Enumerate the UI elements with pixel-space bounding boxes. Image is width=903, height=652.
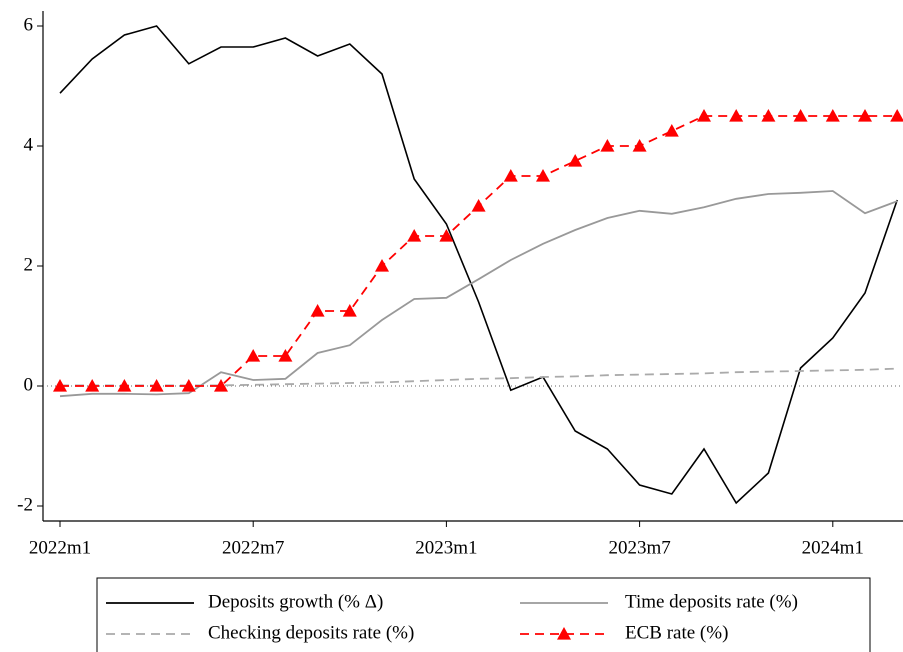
marker xyxy=(503,169,518,182)
y-tick-label: 4 xyxy=(24,134,34,155)
marker xyxy=(761,109,776,122)
series-line xyxy=(60,115,898,387)
marker xyxy=(793,109,808,122)
marker xyxy=(729,109,744,122)
x-tick-label: 2023m1 xyxy=(415,537,477,558)
legend-box xyxy=(96,577,871,652)
marker xyxy=(600,139,615,152)
marker xyxy=(858,109,872,122)
marker xyxy=(890,109,903,122)
marker xyxy=(278,349,293,362)
marker xyxy=(53,379,67,392)
marker xyxy=(697,109,711,122)
x-tick-label: 2022m1 xyxy=(29,537,91,558)
series-line xyxy=(59,25,898,505)
y-tick-label: -2 xyxy=(17,494,33,515)
marker xyxy=(664,124,679,137)
marker xyxy=(85,379,100,392)
marker xyxy=(568,154,583,167)
legend-marker xyxy=(557,627,571,640)
series-line xyxy=(59,190,898,398)
marker xyxy=(342,304,357,317)
marker xyxy=(310,304,325,317)
series-line xyxy=(60,367,898,387)
legend-label: Deposits growth (% Δ) xyxy=(208,591,383,612)
legend-label: ECB rate (%) xyxy=(625,622,728,643)
marker xyxy=(149,379,164,392)
legend-label: Time deposits rate (%) xyxy=(625,591,798,612)
marker xyxy=(117,379,132,392)
marker xyxy=(214,379,228,392)
legend-label: Checking deposits rate (%) xyxy=(208,622,414,643)
marker xyxy=(181,379,196,392)
marker xyxy=(439,229,454,242)
x-tick-label: 2024m1 xyxy=(802,537,864,558)
x-tick-label: 2023m7 xyxy=(608,537,670,558)
marker xyxy=(632,139,647,152)
marker xyxy=(471,199,486,212)
marker xyxy=(536,169,550,182)
y-tick-label: 0 xyxy=(24,374,34,395)
marker xyxy=(825,109,840,122)
y-tick-label: 2 xyxy=(24,254,34,275)
marker xyxy=(407,229,422,242)
x-tick-label: 2022m7 xyxy=(222,537,284,558)
marker xyxy=(375,259,389,272)
marker xyxy=(246,349,261,362)
y-tick-label: 6 xyxy=(24,14,34,35)
